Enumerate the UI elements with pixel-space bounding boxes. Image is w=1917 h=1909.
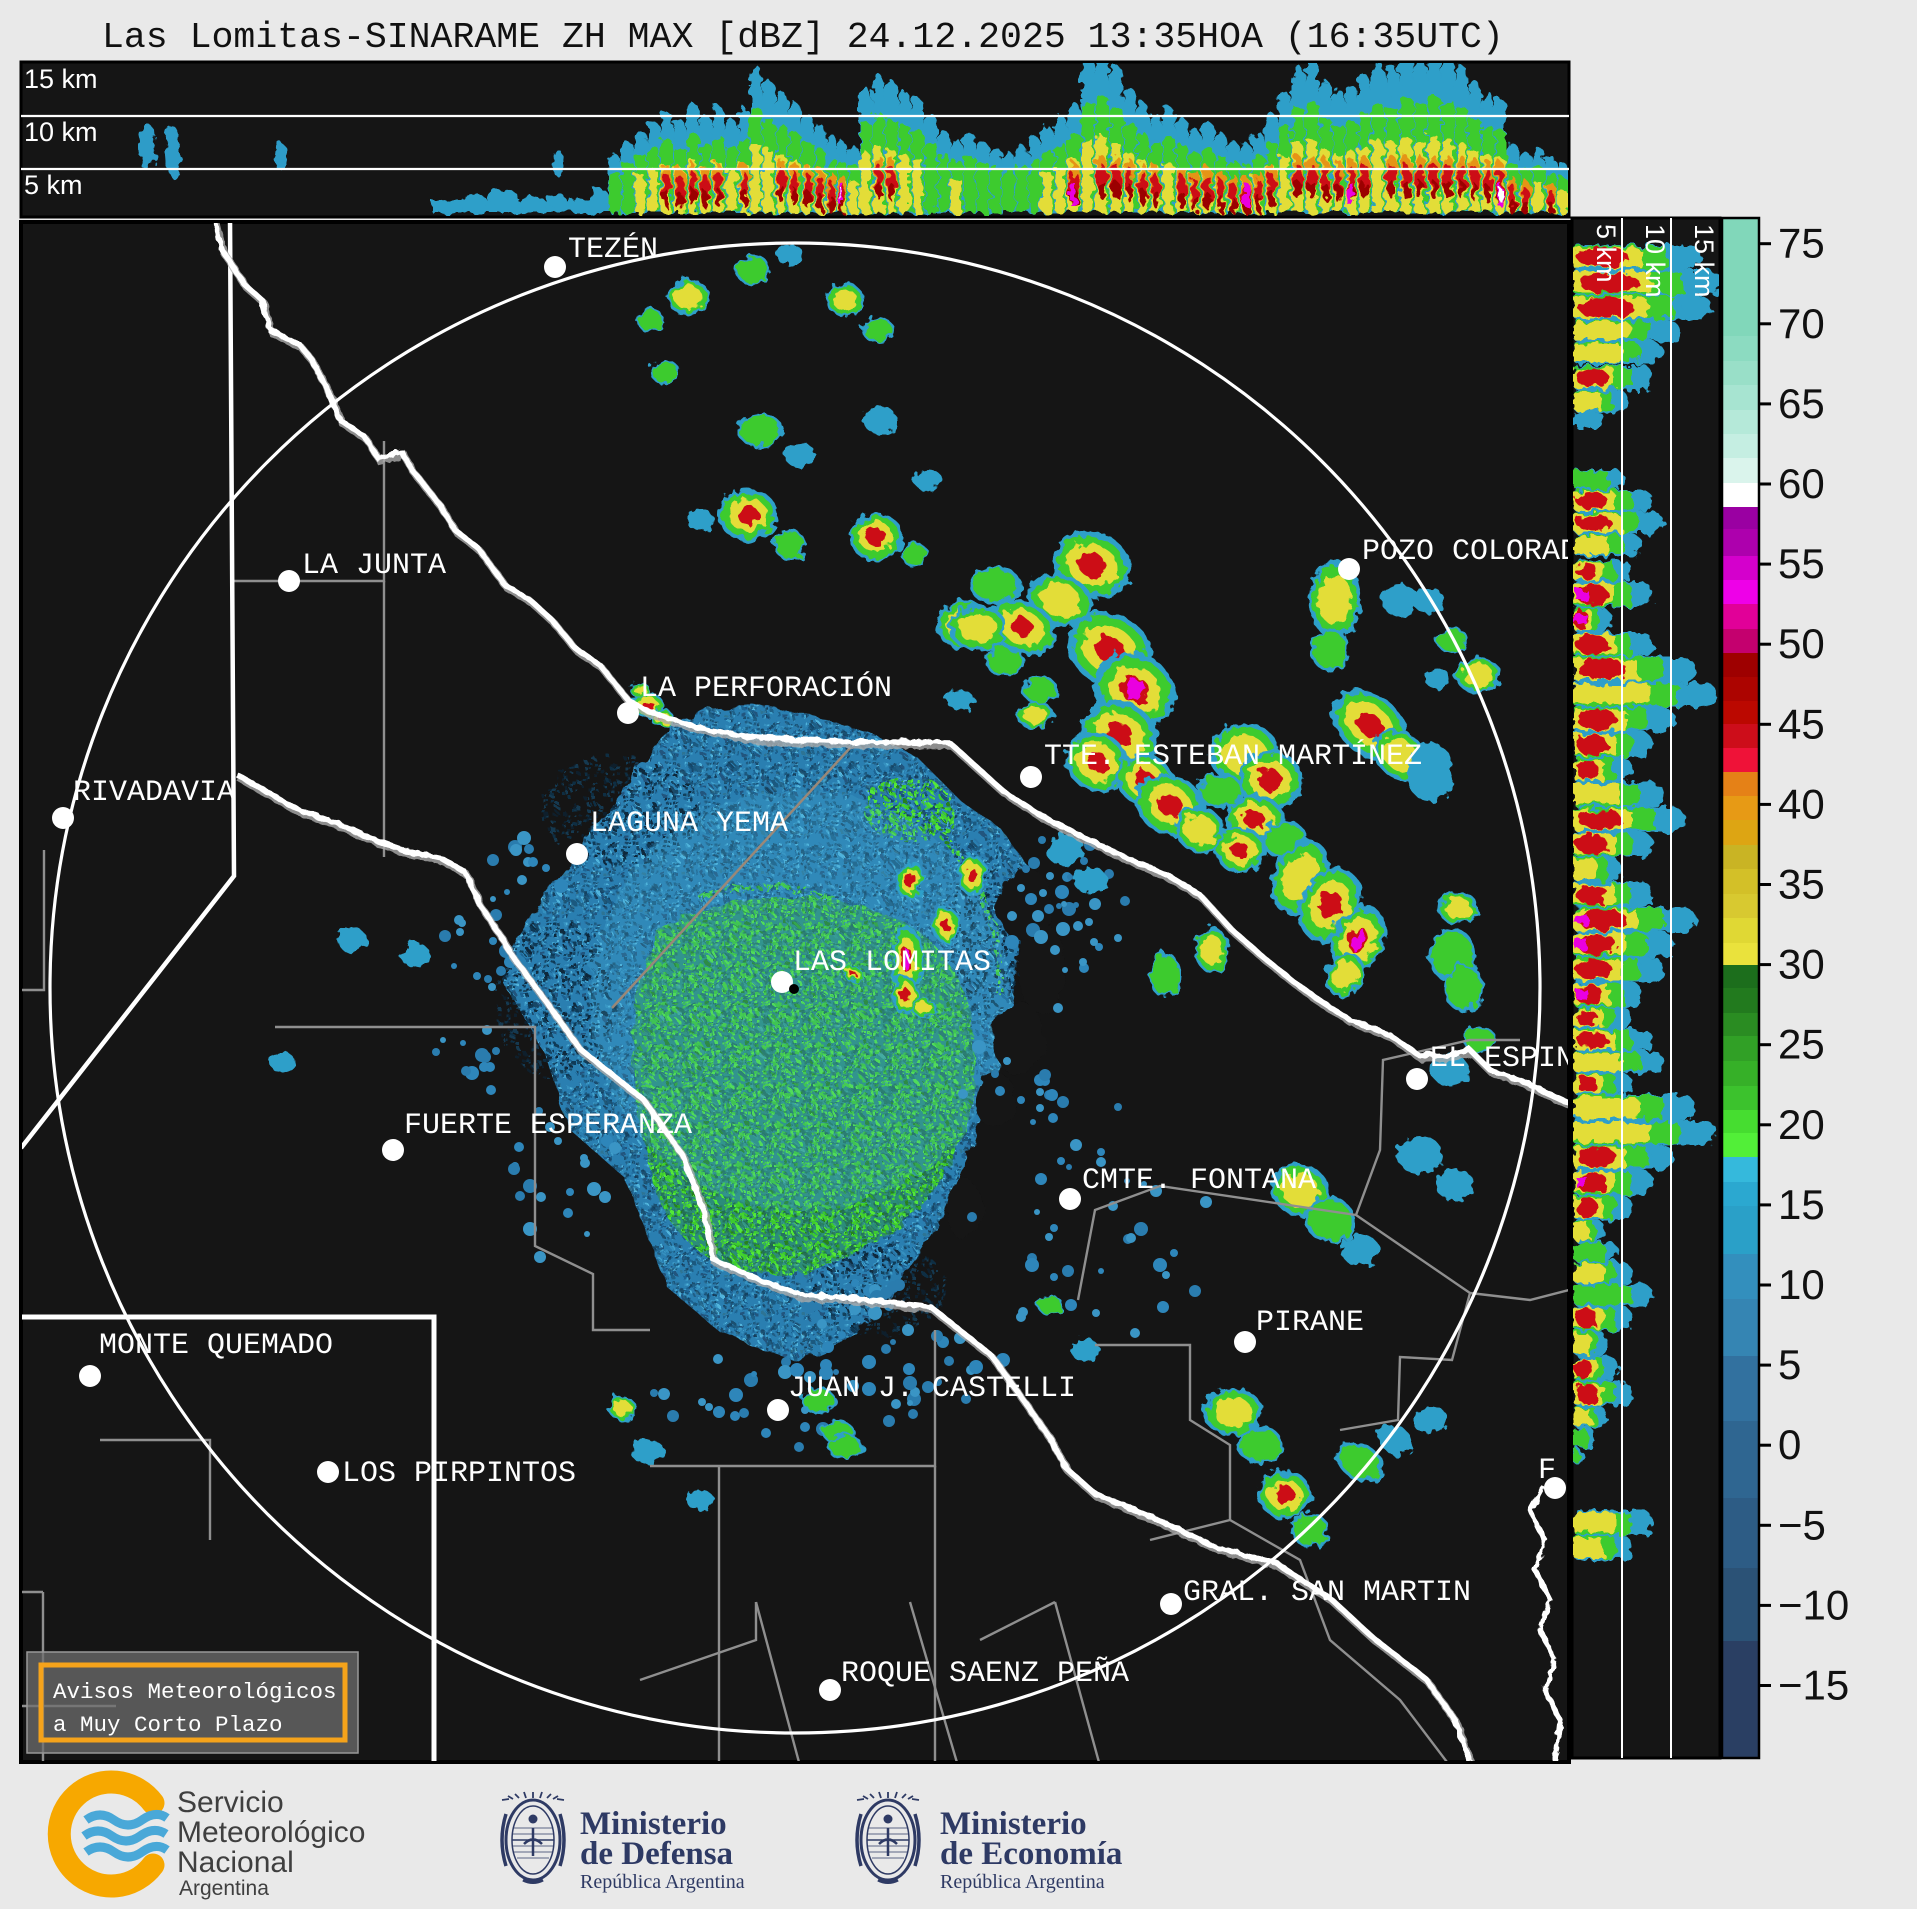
- svg-text:República Argentina: República Argentina: [580, 1871, 745, 1893]
- svg-text:25: 25: [1778, 1021, 1825, 1068]
- svg-text:55: 55: [1778, 540, 1825, 587]
- svg-text:10: 10: [1778, 1261, 1825, 1308]
- svg-text:30: 30: [1778, 941, 1825, 988]
- svg-text:10 km: 10 km: [1640, 224, 1670, 298]
- svg-text:a Muy Corto Plazo: a Muy Corto Plazo: [53, 1712, 283, 1738]
- svg-text:ROQUE SAENZ PEÑA: ROQUE SAENZ PEÑA: [841, 1656, 1129, 1691]
- svg-text:−15: −15: [1778, 1662, 1849, 1709]
- svg-text:TEZÉN: TEZÉN: [568, 232, 658, 267]
- svg-text:35: 35: [1778, 861, 1825, 908]
- svg-text:15: 15: [1778, 1181, 1825, 1228]
- svg-text:10 km: 10 km: [24, 117, 98, 147]
- svg-text:LAS LOMITAS: LAS LOMITAS: [793, 946, 991, 980]
- svg-text:5 km: 5 km: [1591, 224, 1621, 283]
- svg-text:50: 50: [1778, 620, 1825, 667]
- svg-text:TTE. ESTEBAN MARTÍNEZ: TTE. ESTEBAN MARTÍNEZ: [1044, 739, 1422, 774]
- svg-text:PIRANE: PIRANE: [1256, 1306, 1364, 1340]
- svg-text:LAGUNA YEMA: LAGUNA YEMA: [590, 807, 788, 841]
- svg-text:GRAL. SAN MARTIN: GRAL. SAN MARTIN: [1183, 1576, 1471, 1610]
- svg-text:Servicio: Servicio: [177, 1786, 284, 1819]
- svg-text:Argentina: Argentina: [179, 1877, 269, 1900]
- svg-text:FUERTE ESPERANZA: FUERTE ESPERANZA: [404, 1109, 692, 1143]
- svg-text:−10: −10: [1778, 1581, 1849, 1628]
- svg-text:MONTE QUEMADO: MONTE QUEMADO: [99, 1329, 333, 1363]
- svg-text:20: 20: [1778, 1101, 1825, 1148]
- svg-text:40: 40: [1778, 780, 1825, 827]
- svg-text:EL ESPINILLO: EL ESPINILLO: [1430, 1042, 1646, 1076]
- svg-text:República Argentina: República Argentina: [940, 1871, 1105, 1893]
- svg-text:−5: −5: [1778, 1501, 1826, 1548]
- svg-text:LOS PIRPINTOS: LOS PIRPINTOS: [342, 1457, 576, 1491]
- svg-text:RIVADAVIA: RIVADAVIA: [73, 776, 235, 810]
- svg-text:Avisos Meteorológicos: Avisos Meteorológicos: [53, 1679, 337, 1705]
- svg-text:Ministerio: Ministerio: [940, 1806, 1087, 1842]
- svg-text:60: 60: [1778, 460, 1825, 507]
- svg-text:CMTE. FONTANA: CMTE. FONTANA: [1082, 1164, 1316, 1198]
- svg-text:0: 0: [1778, 1421, 1801, 1468]
- svg-text:45: 45: [1778, 700, 1825, 747]
- svg-text:15 km: 15 km: [1689, 224, 1719, 298]
- svg-text:70: 70: [1778, 300, 1825, 347]
- svg-text:5: 5: [1778, 1341, 1801, 1388]
- svg-text:JUAN J. CASTELLI: JUAN J. CASTELLI: [788, 1372, 1076, 1406]
- svg-text:POZO COLORADO: POZO COLORADO: [1362, 535, 1596, 569]
- svg-text:Nacional: Nacional: [177, 1846, 294, 1879]
- svg-text:5 km: 5 km: [24, 170, 83, 200]
- svg-text:de Defensa: de Defensa: [580, 1836, 733, 1872]
- svg-text:Las Lomitas-SINARAME ZH MAX [d: Las Lomitas-SINARAME ZH MAX [dBZ] 24.12.…: [102, 17, 1504, 58]
- svg-text:Meteorológico: Meteorológico: [177, 1816, 365, 1849]
- svg-text:Ministerio: Ministerio: [580, 1806, 727, 1842]
- svg-text:75: 75: [1778, 220, 1825, 267]
- svg-text:65: 65: [1778, 380, 1825, 427]
- svg-text:LA JUNTA: LA JUNTA: [302, 549, 446, 583]
- svg-text:F: F: [1538, 1454, 1556, 1488]
- svg-text:de Economía: de Economía: [940, 1836, 1122, 1872]
- svg-text:LA PERFORACIÓN: LA PERFORACIÓN: [640, 671, 892, 706]
- svg-text:15 km: 15 km: [24, 64, 98, 94]
